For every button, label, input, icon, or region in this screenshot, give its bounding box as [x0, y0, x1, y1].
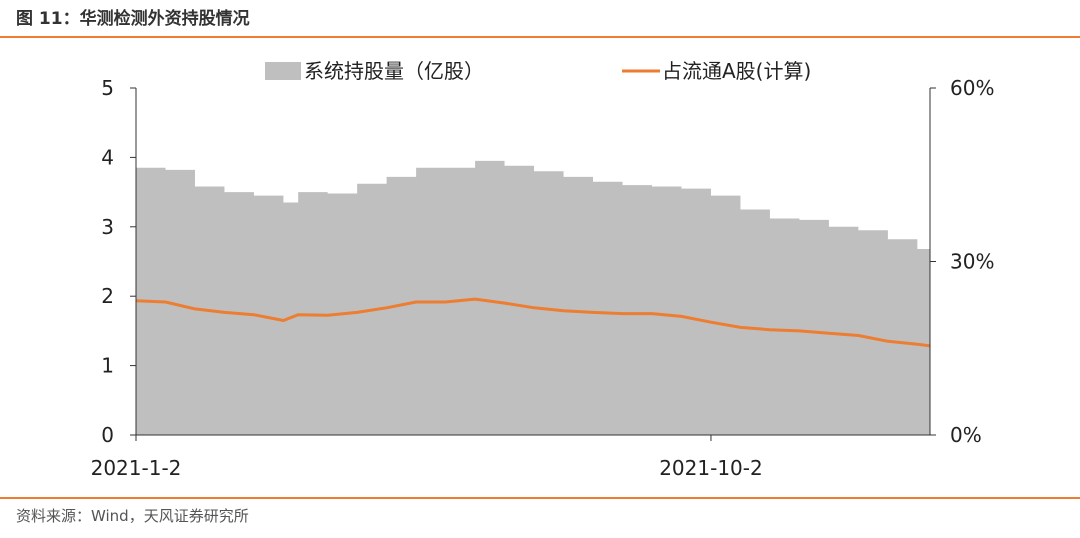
legend: 系统持股量（亿股） 占流通A股(计算): [265, 59, 811, 83]
right-tick-label: 0%: [950, 423, 982, 447]
x-tick-label: 2021-1-2: [91, 456, 182, 480]
top-rule: [0, 36, 1080, 38]
chart: 0 1 2 3 4 5 0% 30% 60% 2021-1-2 2021-10-2 系统持股量（亿股…: [91, 59, 995, 480]
left-tick-label: 5: [101, 76, 114, 100]
left-tick-label: 4: [101, 145, 114, 169]
left-tick-label: 3: [101, 215, 114, 239]
axis-layer: 0 1 2 3 4 5 0% 30% 60% 2021-1-2 2021-10-2: [91, 76, 995, 480]
legend-area-swatch: [265, 62, 301, 80]
left-tick-label: 2: [101, 284, 114, 308]
line-layer: [135, 297, 931, 348]
ratio-line-series: [135, 297, 931, 348]
right-tick-label: 60%: [950, 76, 994, 100]
area-layer: [136, 160, 930, 435]
bottom-rule: [0, 497, 1080, 499]
left-tick-label: 0: [101, 423, 114, 447]
left-tick-label: 1: [101, 354, 114, 378]
source-note: 资料来源：Wind，天风证券研究所: [16, 507, 249, 525]
right-tick-label: 30%: [950, 250, 994, 274]
legend-area-label: 系统持股量（亿股）: [304, 59, 484, 83]
holding-area-series: [136, 160, 930, 435]
figure-title: 图 11：华测检测外资持股情况: [16, 9, 250, 29]
legend-line-label: 占流通A股(计算): [662, 59, 811, 83]
x-tick-label: 2021-10-2: [659, 456, 763, 480]
